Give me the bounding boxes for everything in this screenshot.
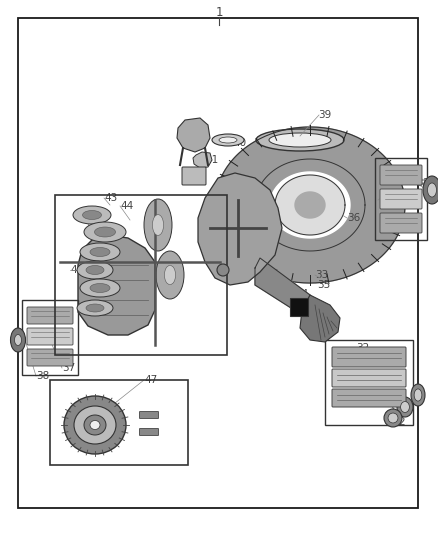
Ellipse shape	[423, 176, 438, 204]
Text: 40: 40	[233, 138, 246, 148]
Text: 48: 48	[228, 270, 241, 280]
Text: 40: 40	[192, 170, 205, 180]
Text: 42: 42	[185, 138, 198, 148]
Ellipse shape	[414, 389, 422, 401]
Text: 1: 1	[215, 6, 223, 20]
Text: 43: 43	[104, 193, 117, 203]
FancyBboxPatch shape	[332, 369, 406, 387]
Bar	[22, 300, 78, 375]
FancyBboxPatch shape	[182, 167, 206, 185]
Ellipse shape	[95, 227, 116, 237]
Text: 39: 39	[318, 110, 331, 120]
Ellipse shape	[384, 409, 402, 427]
Polygon shape	[193, 152, 212, 168]
Text: 33: 33	[315, 270, 328, 280]
FancyBboxPatch shape	[380, 213, 422, 233]
Ellipse shape	[84, 415, 106, 435]
Text: 44: 44	[120, 201, 133, 211]
Ellipse shape	[73, 206, 111, 224]
Text: 32: 32	[356, 343, 369, 353]
FancyBboxPatch shape	[139, 429, 159, 435]
Ellipse shape	[256, 129, 344, 151]
Ellipse shape	[80, 279, 120, 297]
FancyBboxPatch shape	[139, 411, 159, 418]
Bar	[50, 380, 188, 465]
FancyBboxPatch shape	[27, 307, 73, 324]
Text: 34: 34	[295, 289, 308, 299]
Ellipse shape	[397, 397, 413, 417]
Polygon shape	[275, 175, 345, 235]
Ellipse shape	[90, 421, 100, 430]
Polygon shape	[270, 172, 350, 238]
Text: 35: 35	[317, 280, 330, 290]
FancyBboxPatch shape	[380, 165, 422, 185]
Polygon shape	[300, 295, 340, 342]
Ellipse shape	[77, 300, 113, 316]
Bar	[55, 195, 227, 355]
Polygon shape	[255, 159, 365, 251]
Text: 47: 47	[144, 375, 157, 385]
Ellipse shape	[86, 265, 104, 274]
Ellipse shape	[401, 401, 410, 413]
Ellipse shape	[164, 265, 176, 285]
Text: 41: 41	[205, 155, 218, 165]
Ellipse shape	[388, 413, 398, 423]
Polygon shape	[215, 127, 405, 283]
Ellipse shape	[11, 328, 25, 352]
Polygon shape	[198, 173, 282, 285]
Text: 36: 36	[347, 213, 360, 223]
FancyBboxPatch shape	[332, 389, 406, 407]
Ellipse shape	[14, 335, 21, 345]
Text: 45: 45	[84, 210, 97, 220]
FancyBboxPatch shape	[27, 349, 73, 366]
Text: 3: 3	[387, 403, 394, 413]
Text: 4: 4	[377, 389, 384, 399]
Ellipse shape	[427, 183, 437, 197]
Bar	[375, 158, 427, 240]
Text: 6: 6	[363, 359, 370, 369]
Ellipse shape	[86, 304, 104, 312]
Text: 33: 33	[303, 313, 316, 323]
Polygon shape	[78, 235, 155, 335]
Polygon shape	[177, 118, 210, 152]
Bar	[325, 340, 413, 425]
Ellipse shape	[219, 137, 237, 143]
Ellipse shape	[82, 211, 102, 220]
Bar	[290, 298, 308, 316]
Text: 38: 38	[416, 178, 429, 188]
Text: 1: 1	[233, 200, 240, 210]
Text: 2: 2	[398, 417, 405, 427]
Ellipse shape	[80, 243, 120, 261]
Ellipse shape	[152, 215, 164, 236]
Ellipse shape	[64, 396, 126, 454]
Ellipse shape	[90, 284, 110, 293]
Ellipse shape	[269, 133, 331, 147]
Polygon shape	[255, 258, 318, 322]
Text: 38: 38	[36, 371, 49, 381]
FancyBboxPatch shape	[332, 347, 406, 367]
Ellipse shape	[144, 199, 172, 251]
Ellipse shape	[74, 406, 116, 444]
Text: 37: 37	[384, 191, 397, 201]
Text: 37: 37	[62, 363, 75, 373]
Text: 46: 46	[70, 265, 83, 275]
Ellipse shape	[212, 134, 244, 146]
Ellipse shape	[156, 251, 184, 299]
Text: 5: 5	[370, 375, 377, 385]
FancyBboxPatch shape	[27, 328, 73, 345]
Ellipse shape	[90, 247, 110, 256]
Ellipse shape	[84, 222, 126, 242]
Ellipse shape	[77, 261, 113, 279]
Ellipse shape	[411, 384, 425, 406]
FancyBboxPatch shape	[380, 189, 422, 209]
Ellipse shape	[217, 264, 229, 276]
Polygon shape	[295, 192, 325, 218]
